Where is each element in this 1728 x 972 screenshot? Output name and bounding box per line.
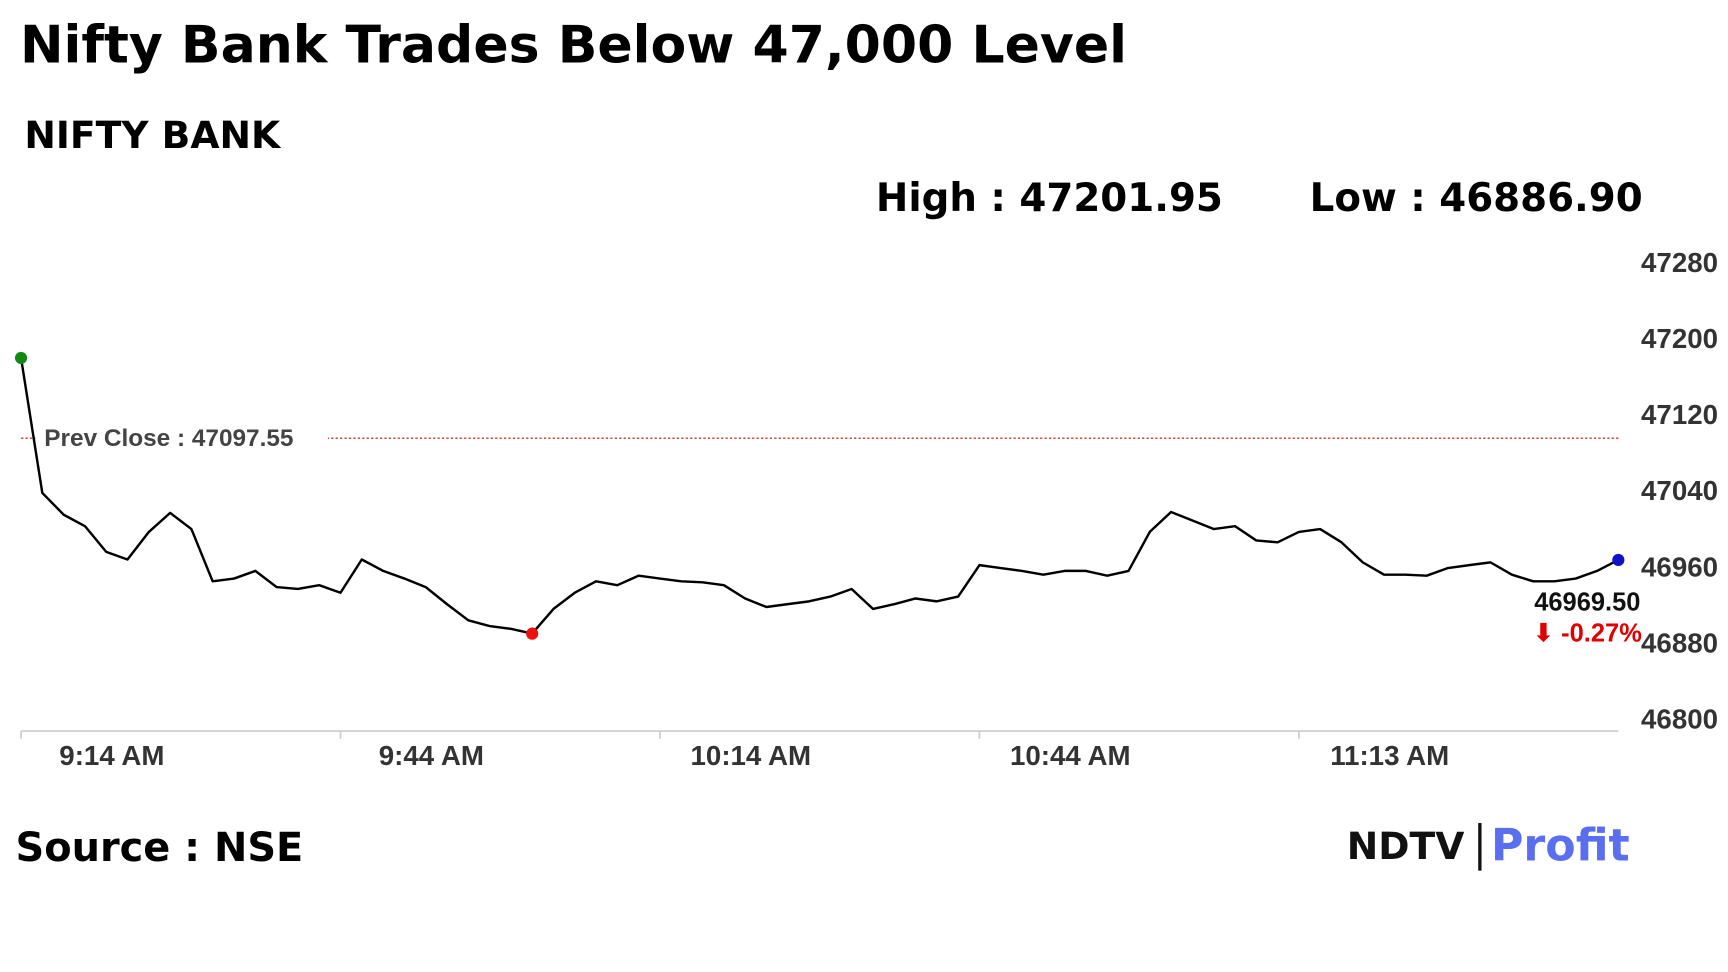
x-tick-label: 11:13 AM <box>1330 740 1449 771</box>
x-tick-label: 10:14 AM <box>691 740 812 771</box>
y-tick-label: 47200 <box>1641 323 1718 354</box>
source: Source : NSE <box>16 825 304 871</box>
change-label: ⬇ -0.27% <box>1533 619 1642 647</box>
logo-left: NDTV <box>1347 824 1465 868</box>
x-tick-label: 9:14 AM <box>59 740 164 771</box>
start-dot <box>14 351 28 365</box>
y-tick-label: 46880 <box>1641 627 1718 658</box>
logo-right: Profit <box>1491 820 1630 871</box>
prev-close-bg <box>35 422 328 454</box>
current-label: 46969.50 <box>1534 588 1640 616</box>
x-tick-label: 10:44 AM <box>1010 740 1131 771</box>
y-tick-label: 46800 <box>1641 703 1718 734</box>
end-dot <box>1612 553 1625 567</box>
prev-close-label: Prev Close : 47097.55 <box>44 425 293 452</box>
y-tick-label: 47280 <box>1641 247 1718 278</box>
chart-title: Nifty Bank Trades Below 47,000 Level <box>20 16 1127 76</box>
price-line <box>19 357 1619 635</box>
high-label: High : 47201.95 <box>876 176 1223 221</box>
y-tick-label: 47040 <box>1641 475 1718 506</box>
low-dot <box>526 627 539 640</box>
x-tick-label: 9:44 AM <box>379 740 484 771</box>
y-tick-label: 47120 <box>1641 399 1718 430</box>
chart-subtitle: NIFTY BANK <box>24 113 282 157</box>
low-label: Low : 46886.90 <box>1310 176 1643 221</box>
y-tick-label: 46960 <box>1641 551 1718 582</box>
